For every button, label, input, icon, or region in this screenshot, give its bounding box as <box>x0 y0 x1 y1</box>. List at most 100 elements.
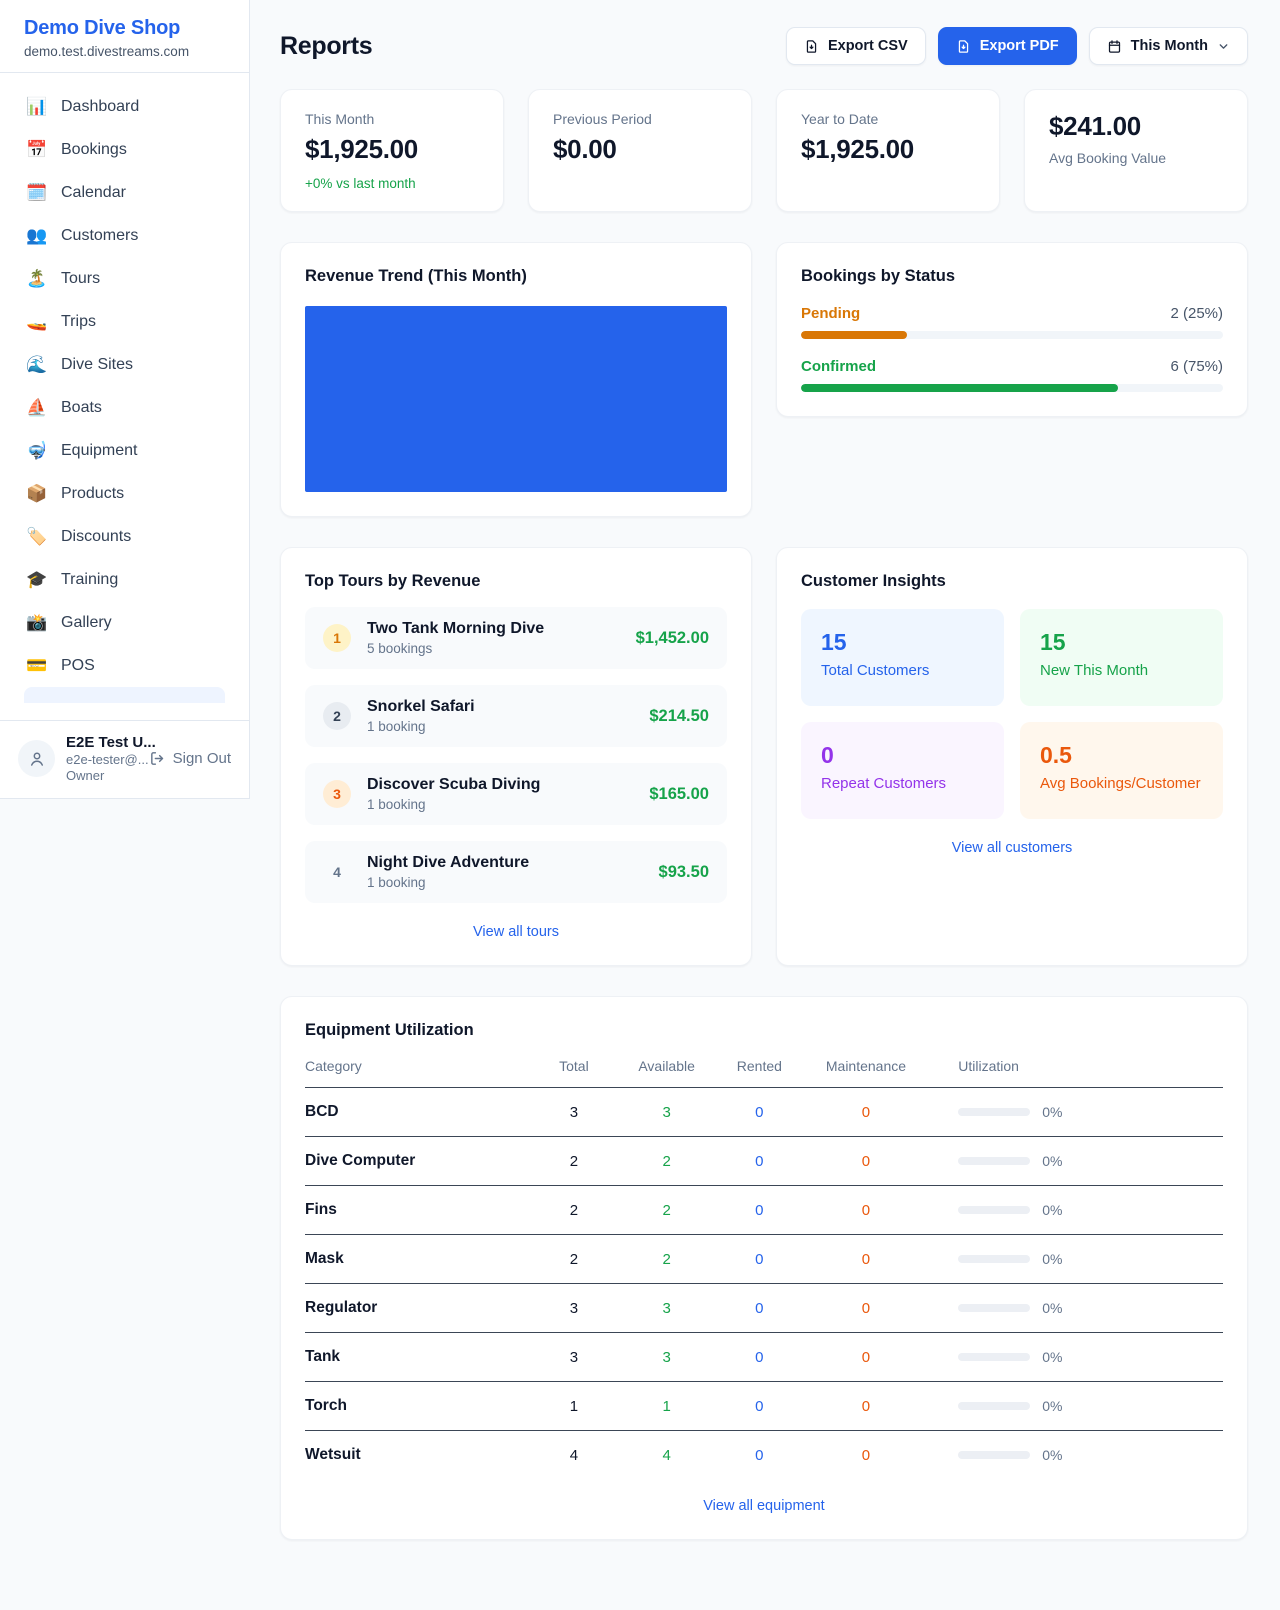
sidebar-item-gallery[interactable]: 📸 Gallery <box>12 601 237 644</box>
status-row-pending: Pending 2 (25%) <box>801 305 1223 339</box>
shop-domain: demo.test.divestreams.com <box>24 44 190 59</box>
equipment-available: 2 <box>620 1136 713 1186</box>
sidebar-item-calendar[interactable]: 🗓️ Calendar <box>12 171 237 214</box>
user-email: e2e-tester@... <box>66 752 149 767</box>
tour-bookings: 1 booking <box>367 797 426 812</box>
equipment-available: 2 <box>620 1185 713 1235</box>
file-download-icon <box>958 39 968 53</box>
equipment-utilization-card: Equipment Utilization Category Total Ava… <box>280 996 1248 1540</box>
tour-revenue: $214.50 <box>649 706 709 725</box>
equipment-rented: 0 <box>712 1283 806 1333</box>
sidebar-item-dive-sites[interactable]: 🌊 Dive Sites <box>12 343 237 386</box>
sidebar-item-tours[interactable]: 🏝️ Tours <box>12 257 237 300</box>
sidebar-item-label: Dashboard <box>61 97 140 115</box>
sidebar-item-discounts[interactable]: 🏷️ Discounts <box>12 515 237 558</box>
equipment-category: Wetsuit <box>305 1446 361 1463</box>
sidebar-item-reports-partial[interactable] <box>24 687 225 703</box>
table-row: BCD 3 3 0 0 0% <box>305 1087 1223 1137</box>
equipment-maintenance: 0 <box>861 1446 871 1464</box>
utilization-bar <box>958 1108 1031 1116</box>
utilization-percent: 0% <box>1042 1349 1063 1365</box>
tour-name: Two Tank Morning Dive <box>367 620 545 637</box>
customers-icon: 👥 <box>26 226 48 245</box>
insight-value: 15 <box>1040 629 1066 655</box>
sidebar-item-label: POS <box>61 656 95 674</box>
tour-row: 3 Discover Scuba Diving 1 booking $165.0… <box>305 763 727 825</box>
table-row: Regulator 3 3 0 0 0% <box>305 1283 1223 1333</box>
sidebar-item-bookings[interactable]: 📅 Bookings <box>12 128 237 171</box>
sidebar: Demo Dive Shop demo.test.divestreams.com… <box>0 0 250 799</box>
insight-tile-avg-bookings: 0.5 Avg Bookings/Customer <box>1020 722 1223 819</box>
speedboat-icon: 🚤 <box>26 312 48 331</box>
tour-revenue: $93.50 <box>658 862 709 881</box>
island-icon: 🏝️ <box>26 269 48 288</box>
period-select[interactable]: This Month <box>1088 27 1248 65</box>
tour-row: 1 Two Tank Morning Dive 5 bookings $1,45… <box>305 607 727 669</box>
sidebar-item-label: Boats <box>61 398 102 416</box>
view-all-tours-link[interactable]: View all tours <box>473 924 559 940</box>
equipment-rented: 0 <box>755 1446 764 1464</box>
view-all-equipment-link[interactable]: View all equipment <box>703 1498 825 1514</box>
column-header-available: Available <box>620 1058 713 1088</box>
sidebar-nav: 📊 Dashboard 📅 Bookings 🗓️ Calendar 👥 Custome… <box>0 73 249 720</box>
sidebar-item-equipment[interactable]: 🤿 Equipment <box>12 429 237 472</box>
sailboat-icon: ⛵ <box>26 398 48 417</box>
sidebar-item-label: Tours <box>61 269 101 287</box>
sidebar-item-pos[interactable]: 💳 POS <box>12 644 237 687</box>
utilization-percent: 0% <box>1042 1104 1063 1120</box>
utilization-percent: 0% <box>1042 1251 1063 1267</box>
export-csv-button[interactable]: Export CSV <box>785 27 926 65</box>
equipment-category: Fins <box>305 1185 528 1235</box>
sign-out-button[interactable]: Sign Out <box>149 750 231 767</box>
equipment-rented: 0 <box>712 1136 806 1186</box>
table-row: Torch 1 1 0 0 0% <box>305 1381 1223 1431</box>
sidebar-item-label: Gallery <box>61 613 112 631</box>
status-count: 6 (75%) <box>1170 358 1223 375</box>
sidebar-item-training[interactable]: 🎓 Training <box>12 558 237 601</box>
equipment-maintenance: 0 <box>805 1087 927 1137</box>
calendar-icon: 🗓️ <box>26 183 48 202</box>
calendar-icon <box>1108 39 1120 53</box>
equipment-category: Torch <box>305 1381 528 1431</box>
equipment-total: 3 <box>527 1283 621 1333</box>
sidebar-item-boats[interactable]: ⛵ Boats <box>12 386 237 429</box>
equipment-category: BCD <box>305 1087 528 1137</box>
view-all-customers-link[interactable]: View all customers <box>951 840 1073 856</box>
tour-revenue: $165.00 <box>649 784 709 803</box>
equipment-category: Dive Computer <box>305 1136 528 1186</box>
sidebar-item-trips[interactable]: 🚤 Trips <box>12 300 237 343</box>
utilization-bar <box>958 1157 1031 1165</box>
customer-insights-title: Customer Insights <box>801 572 946 590</box>
user-name: E2E Test U... <box>66 734 156 751</box>
utilization-bar <box>958 1451 1031 1459</box>
stat-label: This Month <box>305 111 375 127</box>
top-tours-title: Top Tours by Revenue <box>305 572 481 590</box>
insight-tile-new-this-month: 15 New This Month <box>1020 609 1223 706</box>
export-pdf-button[interactable]: Export PDF <box>937 27 1077 65</box>
status-count: 2 (25%) <box>1170 305 1223 322</box>
stat-label: Previous Period <box>553 111 652 127</box>
stat-value: $0.00 <box>553 134 617 164</box>
package-icon: 📦 <box>26 484 48 503</box>
tour-bookings: 1 booking <box>367 719 426 734</box>
insight-value: 15 <box>821 629 847 655</box>
sidebar-item-dashboard[interactable]: 📊 Dashboard <box>12 85 237 128</box>
equipment-maintenance: 0 <box>805 1136 927 1186</box>
sidebar-item-customers[interactable]: 👥 Customers <box>12 214 237 257</box>
tour-bookings: 5 bookings <box>367 641 433 656</box>
insight-label: New This Month <box>1040 662 1149 679</box>
equipment-total: 2 <box>527 1136 621 1186</box>
equipment-available: 1 <box>620 1381 713 1431</box>
sidebar-item-products[interactable]: 📦 Products <box>12 472 237 515</box>
column-header-utilization: Utilization <box>926 1058 1223 1088</box>
equipment-rented: 0 <box>712 1332 806 1382</box>
equipment-rented: 0 <box>712 1185 806 1235</box>
page-title: Reports <box>280 31 373 60</box>
equipment-available: 2 <box>620 1234 713 1284</box>
equipment-maintenance: 0 <box>805 1234 927 1284</box>
row-trend-status: Revenue Trend (This Month) Bookings by S… <box>280 242 1248 517</box>
tour-row: 4 Night Dive Adventure 1 booking $93.50 <box>305 841 727 903</box>
tour-name: Snorkel Safari <box>367 698 475 715</box>
equipment-category: Tank <box>305 1332 528 1382</box>
page-header: Reports Export CSV Export PDF This Month <box>280 27 1248 65</box>
